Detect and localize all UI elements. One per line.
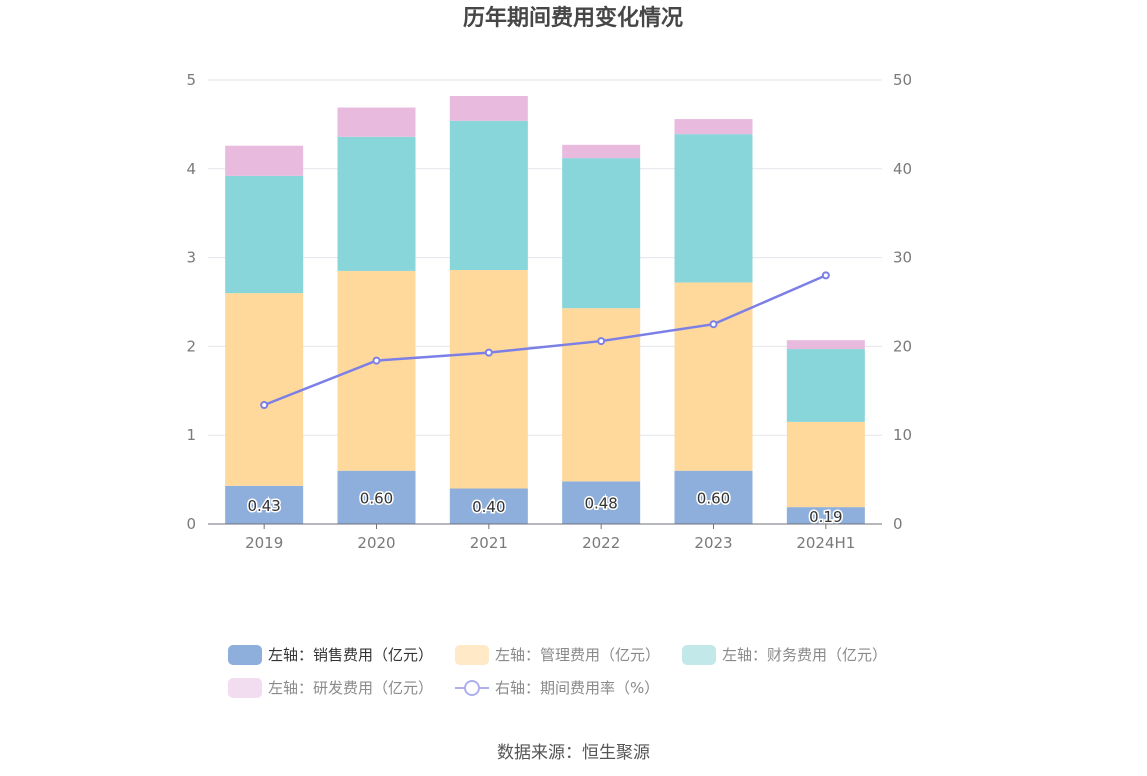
rate-line	[260, 271, 830, 410]
bar-segment	[674, 119, 753, 135]
bar-segment	[674, 282, 753, 471]
bar-segment	[562, 308, 641, 482]
rate-point	[821, 271, 830, 280]
rate-polyline	[263, 274, 827, 407]
data-label: 0.60	[360, 489, 393, 507]
legend-label-sales: 左轴：销售费用（亿元）	[268, 646, 434, 664]
data-label: 0.19	[809, 508, 842, 526]
legend-swatch-rd	[228, 677, 262, 698]
source-note: 数据来源：恒生聚源	[497, 743, 650, 763]
x-tick-label: 2023	[694, 534, 732, 552]
left-tick-label: 2	[186, 337, 196, 355]
bar-segment	[786, 340, 865, 350]
data-labels: 0.43 0.60 0.40 0.48 0.60 0.19	[246, 488, 844, 528]
bar-segment	[225, 293, 304, 486]
grid-lines	[208, 79, 882, 436]
right-axis: 0 10 20 30 40 50	[893, 71, 912, 533]
x-axis: 2019 2020 2021 2022 2023 2024H1	[208, 523, 882, 552]
right-tick-label: 50	[893, 71, 912, 89]
right-tick-label: 40	[893, 160, 912, 178]
bar-segment	[786, 421, 865, 508]
data-label: 0.60	[697, 489, 730, 507]
left-axis: 0 1 2 3 4 5	[186, 71, 196, 533]
rate-point	[372, 356, 381, 365]
x-tick-label: 2019	[245, 534, 283, 552]
bar-segment	[786, 507, 865, 524]
right-tick-label: 30	[893, 249, 912, 267]
left-tick-label: 1	[186, 426, 196, 444]
rate-point	[709, 320, 718, 329]
bar-segment	[562, 481, 641, 524]
left-tick-label: 0	[186, 515, 196, 533]
legend-item-admin[interactable]: 左轴：管理费用（亿元）	[455, 644, 660, 665]
right-tick-label: 20	[893, 337, 912, 355]
x-tick-label: 2021	[470, 534, 508, 552]
rate-point	[597, 337, 606, 346]
legend-label-rate: 右轴：期间费用率（%）	[495, 679, 660, 697]
bar-segment	[337, 107, 416, 137]
data-label: 0.48	[584, 495, 617, 513]
bar-segment	[225, 145, 304, 176]
legend-item-rate[interactable]: 右轴：期间费用率（%）	[455, 677, 659, 698]
bar-segment	[337, 470, 416, 524]
legend-item-finance[interactable]: 左轴：财务费用（亿元）	[682, 644, 887, 665]
bar-segment	[337, 136, 416, 271]
chart-title: 历年期间费用变化情况	[463, 5, 683, 31]
x-tick-label: 2024H1	[796, 534, 855, 552]
legend-label-finance: 左轴：财务费用（亿元）	[722, 646, 888, 664]
left-tick-label: 5	[186, 71, 196, 89]
bar-segment	[449, 488, 528, 524]
bar-segment	[225, 175, 304, 294]
legend-item-rd[interactable]: 左轴：研发费用（亿元）	[228, 677, 433, 698]
right-tick-label: 0	[893, 515, 903, 533]
rate-point	[260, 401, 269, 410]
right-tick-label: 10	[893, 426, 912, 444]
bar-segment	[562, 158, 641, 309]
data-label: 0.43	[247, 497, 280, 515]
bar-segment	[786, 349, 865, 422]
bar-segment	[674, 134, 753, 283]
legend-swatch-rate	[455, 678, 490, 698]
bar-segment	[562, 144, 641, 159]
legend-swatch-finance	[682, 644, 717, 665]
data-label: 0.40	[472, 498, 505, 516]
bars	[225, 95, 865, 524]
legend-label-admin: 左轴：管理费用（亿元）	[495, 646, 661, 664]
legend-swatch-admin	[455, 644, 490, 665]
bar-segment	[449, 95, 528, 121]
x-tick-label: 2020	[357, 534, 395, 552]
legend-row-1: 左轴：销售费用（亿元） 左轴：管理费用（亿元） 左轴：财务费用（亿元）	[228, 638, 928, 671]
bar-segment	[449, 270, 528, 489]
legend-row-2: 左轴：研发费用（亿元） 右轴：期间费用率（%）	[228, 671, 928, 704]
x-tick-label: 2022	[582, 534, 620, 552]
legend-label-rd: 左轴：研发费用（亿元）	[268, 679, 434, 697]
legend: 左轴：销售费用（亿元） 左轴：管理费用（亿元） 左轴：财务费用（亿元） 左轴：研…	[228, 638, 928, 704]
left-tick-label: 4	[186, 160, 196, 178]
legend-item-sales[interactable]: 左轴：销售费用（亿元）	[228, 644, 433, 665]
bar-segment	[674, 470, 753, 524]
legend-swatch-sales	[228, 644, 262, 665]
bar-segment	[449, 120, 528, 271]
bar-segment	[225, 485, 304, 524]
left-tick-label: 3	[186, 249, 196, 267]
rate-point	[484, 348, 493, 357]
